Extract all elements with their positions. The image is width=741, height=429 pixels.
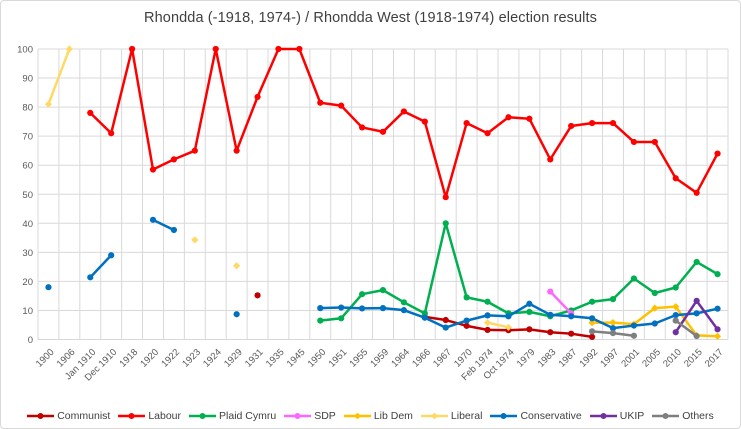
legend-item-others: Others (652, 410, 714, 422)
svg-text:1987: 1987 (557, 347, 580, 370)
svg-text:1997: 1997 (598, 347, 621, 370)
svg-text:2001: 2001 (619, 347, 642, 370)
gridlines (37, 48, 729, 340)
svg-text:1950: 1950 (306, 347, 329, 370)
svg-text:30: 30 (22, 248, 33, 259)
legend-item-communist: Communist (27, 410, 110, 422)
svg-text:1920: 1920 (138, 347, 161, 370)
legend-label: SDP (314, 410, 336, 422)
svg-text:1955: 1955 (347, 347, 370, 370)
series-liberal (44, 45, 513, 331)
svg-text:1983: 1983 (536, 347, 559, 370)
legend-marker-icon (189, 413, 217, 419)
series-labour (87, 45, 721, 201)
svg-text:1964: 1964 (389, 347, 412, 370)
svg-text:2010: 2010 (661, 347, 684, 370)
series-plaid-cymru (317, 220, 721, 324)
legend-marker-icon (589, 413, 617, 419)
svg-text:1922: 1922 (159, 347, 182, 370)
svg-text:1918: 1918 (117, 347, 140, 370)
svg-text:2017: 2017 (703, 347, 726, 370)
svg-text:1967: 1967 (431, 347, 454, 370)
chart-title: Rhondda (-1918, 1974-) / Rhondda West (1… (144, 10, 597, 26)
svg-text:10: 10 (22, 306, 33, 317)
y-axis-labels: 0 10 20 30 40 50 60 70 80 90 100 (17, 45, 33, 347)
legend-label: UKIP (619, 410, 645, 422)
svg-text:50: 50 (22, 190, 33, 201)
legend-item-ukip: UKIP (589, 410, 645, 422)
legend-marker-icon (420, 412, 448, 420)
svg-text:70: 70 (22, 132, 33, 143)
svg-text:2015: 2015 (682, 347, 705, 370)
legend-label: Labour (148, 410, 182, 422)
legend-item-sdp: SDP (284, 410, 336, 422)
svg-text:20: 20 (22, 277, 33, 288)
svg-text:1923: 1923 (180, 347, 203, 370)
svg-text:0: 0 (28, 335, 33, 346)
legend-marker-icon (284, 413, 312, 419)
svg-text:1931: 1931 (243, 347, 266, 370)
svg-text:1992: 1992 (577, 347, 600, 370)
svg-text:40: 40 (22, 219, 33, 230)
legend-label: Communist (57, 410, 111, 422)
svg-text:80: 80 (22, 103, 33, 114)
legend-label: Plaid Cymru (219, 410, 277, 422)
legend-marker-icon (652, 413, 680, 419)
legend-marker-icon (27, 413, 55, 419)
legend-marker-icon (343, 412, 371, 420)
legend-label: Liberal (450, 410, 483, 422)
legend-item-labour: Labour (118, 410, 181, 422)
series-conservative (45, 216, 721, 332)
svg-text:1924: 1924 (201, 347, 224, 370)
legend-item-liberal: Liberal (420, 410, 483, 422)
svg-text:1929: 1929 (222, 347, 245, 370)
legend-label: Others (682, 410, 714, 422)
svg-text:100: 100 (17, 45, 33, 56)
svg-text:60: 60 (22, 161, 33, 172)
legend-item-plaid-cymru: Plaid Cymru (189, 410, 276, 422)
legend-marker-icon (118, 413, 146, 419)
legend-item-conservative: Conservative (490, 410, 582, 422)
svg-text:1959: 1959 (368, 347, 391, 370)
legend-label: Conservative (520, 410, 582, 422)
legend-item-lib-dem: Lib Dem (343, 410, 413, 422)
svg-text:90: 90 (22, 74, 33, 85)
svg-text:1900: 1900 (34, 347, 57, 370)
legend-label: Lib Dem (373, 410, 413, 422)
legend-marker-icon (490, 413, 518, 419)
svg-text:1935: 1935 (264, 347, 287, 370)
chart-legend: Communist Labour Plaid Cymru SDP Lib Dem Libe… (1, 410, 740, 422)
series-others (588, 317, 700, 340)
svg-text:1951: 1951 (327, 347, 350, 370)
svg-text:1966: 1966 (410, 347, 433, 370)
svg-text:2005: 2005 (640, 347, 663, 370)
svg-text:1945: 1945 (285, 347, 308, 370)
svg-text:1979: 1979 (515, 347, 538, 370)
series-ukip (672, 297, 721, 336)
